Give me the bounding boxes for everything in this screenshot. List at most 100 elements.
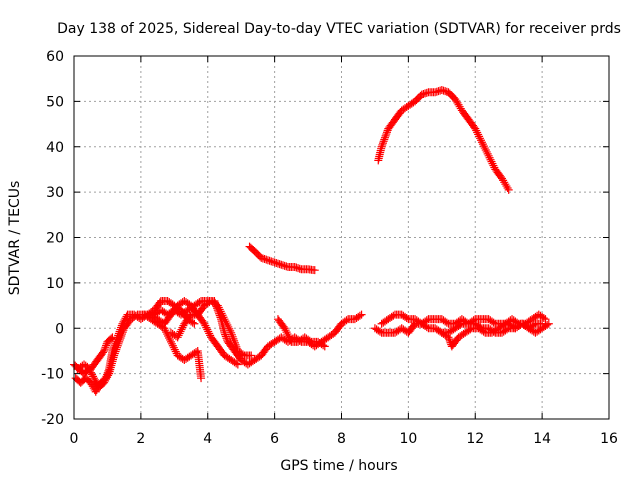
data-point <box>231 340 240 349</box>
data-point <box>117 323 126 332</box>
data-point <box>201 321 210 330</box>
data-point <box>383 126 392 135</box>
data-point <box>232 342 241 351</box>
data-point <box>225 324 234 333</box>
data-point <box>382 130 391 139</box>
data-point <box>89 372 98 381</box>
data-point <box>487 157 496 166</box>
y-tick-label: 20 <box>46 231 64 247</box>
data-point <box>220 328 229 337</box>
data-point <box>176 327 185 336</box>
x-axis-label: GPS time / hours <box>280 458 397 474</box>
data-point <box>112 337 121 346</box>
y-tick-label: 50 <box>46 94 64 110</box>
data-point <box>190 319 199 328</box>
data-point <box>101 343 110 352</box>
data-point <box>227 330 236 339</box>
data-point <box>471 124 480 133</box>
data-point <box>100 346 109 355</box>
data-point <box>161 326 170 335</box>
data-point <box>538 319 547 328</box>
data-point <box>379 137 388 146</box>
axis-ticks: 0 2 4 6 8 10 12 14 16 -20 -10 0 10 20 30 40 50 60 <box>41 49 618 447</box>
data-point <box>108 346 117 355</box>
data-point <box>342 316 351 325</box>
data-point <box>489 161 498 170</box>
data-point <box>203 325 212 334</box>
data-point <box>377 142 386 151</box>
data-point <box>223 336 232 345</box>
data-point <box>90 374 99 383</box>
data-point <box>485 153 494 162</box>
data-point <box>229 334 238 343</box>
data-point <box>238 350 247 359</box>
data-point <box>219 313 228 322</box>
data-point <box>481 145 490 154</box>
data-point <box>195 298 204 307</box>
data-point <box>104 366 113 375</box>
data-point <box>543 320 552 329</box>
data-point <box>422 323 431 332</box>
data-point <box>378 139 387 148</box>
y-tick-label: 0 <box>55 321 64 337</box>
data-point <box>466 325 475 334</box>
data-point <box>247 351 256 360</box>
data-point <box>91 387 100 396</box>
data-point <box>483 149 492 158</box>
data-point <box>544 319 553 328</box>
data-point <box>382 128 391 137</box>
x-tick-label: 14 <box>533 431 551 447</box>
data-point <box>221 332 230 341</box>
data-point <box>107 334 116 343</box>
data-point <box>217 309 226 318</box>
y-axis-label: SDTVAR / TECUs <box>7 181 23 296</box>
data-point <box>375 327 384 336</box>
data-point <box>102 372 111 381</box>
data-point <box>389 311 398 320</box>
data-point <box>86 378 95 387</box>
data-point <box>213 301 222 310</box>
data-point <box>188 318 197 327</box>
data-point <box>378 140 387 149</box>
data-point <box>442 318 451 327</box>
data-point <box>200 319 209 328</box>
data-point <box>233 360 242 369</box>
x-tick-label: 16 <box>600 431 618 447</box>
data-point <box>480 144 489 153</box>
y-tick-label: -10 <box>41 367 64 383</box>
data-point <box>165 333 174 342</box>
x-tick-label: 4 <box>203 431 212 447</box>
data-point <box>227 328 236 337</box>
y-tick-label: -20 <box>41 412 64 428</box>
data-point <box>109 344 118 353</box>
x-tick-label: 6 <box>270 431 279 447</box>
data-point <box>478 140 487 149</box>
data-point <box>422 316 431 325</box>
data-point <box>320 342 329 351</box>
x-tick-label: 12 <box>466 431 484 447</box>
data-point <box>280 324 289 333</box>
data-point <box>116 325 125 334</box>
data-point <box>101 374 110 383</box>
data-point <box>479 327 488 336</box>
data-point <box>445 335 454 344</box>
data-point <box>357 310 366 319</box>
data-point <box>222 319 231 328</box>
data-point <box>281 326 290 335</box>
data-point <box>222 334 231 343</box>
data-point <box>488 159 497 168</box>
data-point <box>170 345 179 354</box>
data-point <box>110 341 119 350</box>
data-point <box>529 320 538 329</box>
x-tick-label: 10 <box>399 431 417 447</box>
y-tick-label: 60 <box>46 49 64 65</box>
data-point <box>102 341 111 350</box>
data-point <box>98 348 107 357</box>
data-point <box>479 142 488 151</box>
data-point <box>504 185 513 194</box>
data-point <box>114 329 123 338</box>
data-point <box>221 317 230 326</box>
data-point <box>216 307 225 316</box>
data-point <box>285 333 294 342</box>
data-point <box>284 332 293 341</box>
